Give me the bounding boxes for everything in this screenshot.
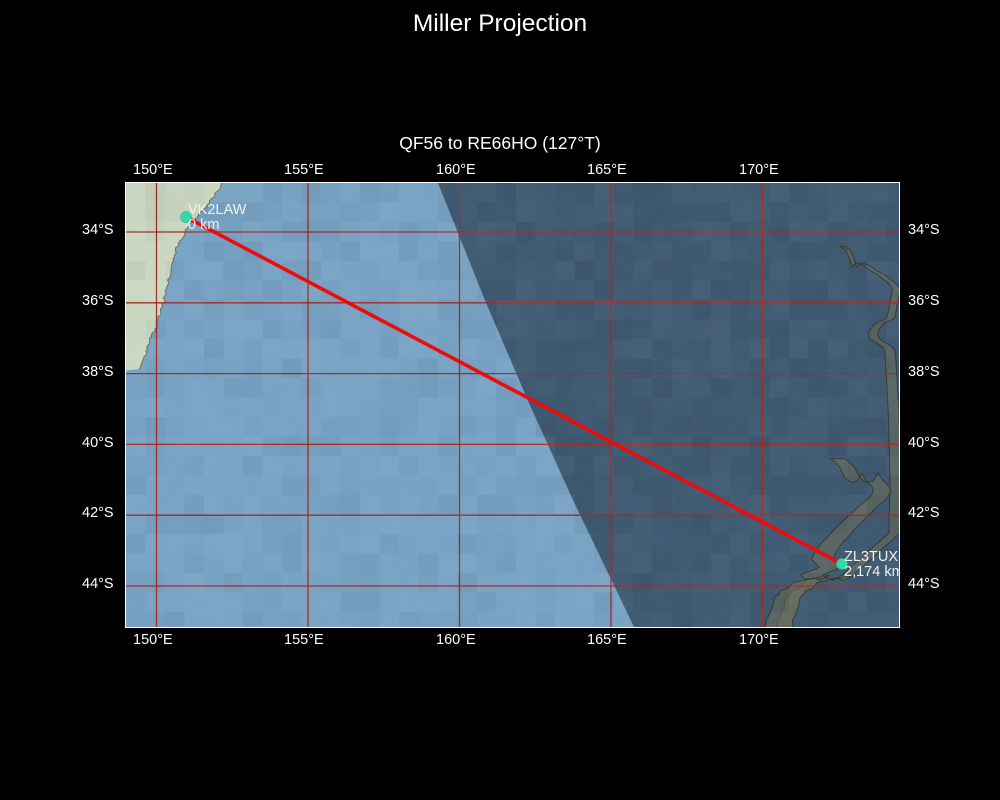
svg-text:2,174 km: 2,174 km [844, 564, 900, 580]
svg-text:VK2LAW: VK2LAW [188, 202, 247, 218]
svg-text:ZL3TUX: ZL3TUX [844, 549, 898, 565]
svg-text:0 km: 0 km [188, 217, 219, 233]
